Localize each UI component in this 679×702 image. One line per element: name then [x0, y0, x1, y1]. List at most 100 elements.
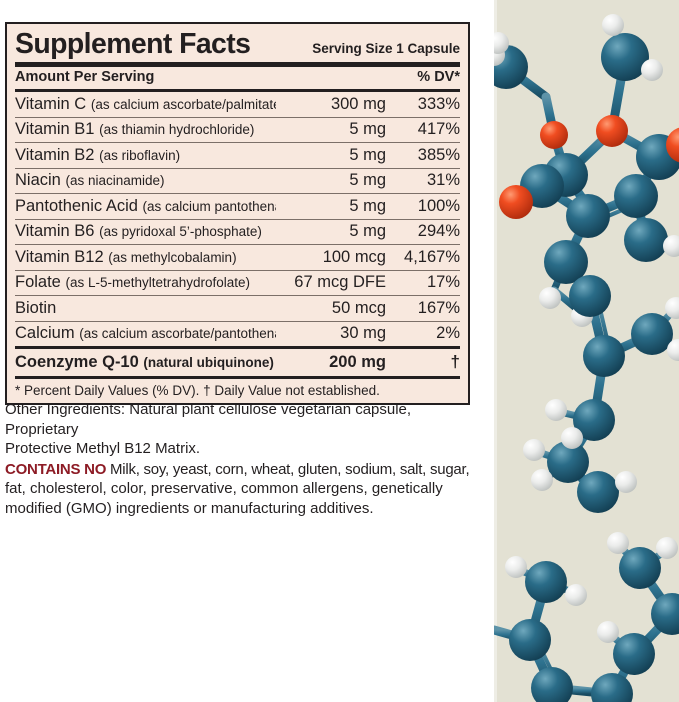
table-row: Biotin 50 mcg 167%	[15, 296, 460, 321]
nutrient-amount: 100 mcg	[322, 247, 386, 266]
divider-thin	[15, 218, 460, 220]
table-row: Folate (as L-5-methyltetrahydrofolate) 67…	[15, 271, 460, 296]
contains-no-line-3: modified (GMO) ingredients or manufactur…	[5, 499, 374, 517]
nutrient-label: Vitamin B1	[15, 120, 95, 138]
table-row: Vitamin B12 (as methylcobalamin) 100 mcg 4…	[15, 245, 460, 270]
contains-no-line-1: CONTAINS NO Milk, soy, yeast, corn, whea…	[5, 460, 485, 480]
divider-thin	[15, 116, 460, 118]
nutrient-source: (as calcium ascorbate/palmitate)	[90, 96, 276, 112]
nutrient-amount: 5 mg	[349, 196, 386, 215]
nutrient-dv: 417%	[417, 120, 460, 138]
percent-dv-header: % DV*	[417, 69, 460, 85]
nutrient-label: Pantothenic Acid	[15, 196, 138, 215]
divider-thin	[15, 167, 460, 169]
other-ingredients-section: Other Ingredients: Natural plant cellulo…	[5, 400, 485, 518]
nutrient-source: (natural ubiquinone)	[143, 355, 274, 370]
supplement-facts-panel: Supplement Facts Serving Size 1 Capsule …	[5, 22, 470, 405]
coenzyme-q10-molecule-icon	[494, 14, 679, 702]
nutrient-label: Vitamin B2	[15, 145, 95, 164]
divider-thin	[15, 269, 460, 271]
table-row: Niacin (as niacinamide) 5 mg 31%	[15, 169, 460, 194]
nutrient-name: Folate (as L-5-methyltetrahydrofolate)	[15, 273, 276, 292]
nutrient-amount: 5 mg	[349, 171, 386, 189]
nutrient-dv: †	[450, 352, 460, 371]
table-row: Vitamin B2 (as riboflavin) 5 mg 385%	[15, 143, 460, 168]
nutrient-source: (as calcium pantothenate)	[142, 198, 276, 214]
amount-per-serving-header: Amount Per Serving	[15, 69, 155, 85]
nutrient-source: (as thiamin hydrochloride)	[99, 122, 255, 137]
table-row: Vitamin C (as calcium ascorbate/palmitat…	[15, 92, 460, 117]
nutrient-label: Niacin	[15, 171, 61, 189]
divider-med-above-coq10	[15, 346, 460, 349]
nutrient-dv: 294%	[417, 222, 460, 240]
page-title: Supplement Facts	[15, 28, 251, 60]
nutrient-label: Biotin	[15, 298, 57, 317]
nutrient-amount: 5 mg	[349, 120, 386, 138]
divider-thin	[15, 295, 460, 296]
nutrient-name: Coenzyme Q-10 (natural ubiquinone)	[15, 353, 276, 372]
column-headers-row: Amount Per Serving % DV*	[15, 67, 460, 89]
nutrient-name: Vitamin C (as calcium ascorbate/palmitat…	[15, 95, 276, 114]
divider-thin	[15, 193, 460, 194]
table-row: Pantothenic Acid (as calcium pantothenat…	[15, 194, 460, 219]
divider-thin	[15, 142, 460, 143]
molecule-illustration-panel	[494, 0, 679, 702]
nutrient-source: (as methylcobalamin)	[108, 249, 237, 265]
contains-no-label: CONTAINS NO	[5, 460, 107, 478]
nutrient-amount: 200 mg	[329, 353, 386, 371]
nutrient-name: Calcium (as calcium ascorbate/pantothena…	[15, 324, 276, 343]
nutrient-dv: 167%	[417, 298, 460, 317]
nutrient-amount: 300 mg	[330, 94, 386, 113]
nutrient-source: (as pyridoxal 5’-phosphate)	[99, 224, 262, 239]
nutrient-name: Vitamin B12 (as methylcobalamin)	[15, 248, 276, 267]
nutrient-source: (as niacinamide)	[65, 173, 165, 188]
nutrient-dv: 385%	[417, 145, 460, 164]
serving-size-text: Serving Size 1 Capsule	[312, 41, 460, 56]
nutrient-name: Biotin	[15, 299, 276, 318]
nutrient-name: Pantothenic Acid (as calcium pantothenat…	[15, 197, 276, 216]
nutrient-name: Vitamin B2 (as riboflavin)	[15, 146, 276, 165]
nutrient-amount: 67 mcg DFE	[294, 273, 386, 291]
divider-thick-top	[15, 62, 460, 67]
nutrient-dv: 4,167%	[404, 247, 460, 266]
divider-thin	[15, 244, 460, 245]
nutrient-rows-container: Vitamin C (as calcium ascorbate/palmitat…	[15, 92, 460, 346]
other-ingredients-line-1: Other Ingredients: Natural plant cellulo…	[5, 401, 412, 438]
nutrient-name: Vitamin B6 (as pyridoxal 5’-phosphate)	[15, 222, 276, 241]
supplement-facts-header: Supplement Facts Serving Size 1 Capsule	[15, 24, 460, 62]
contains-no-line-2: fat, cholesterol, color, preservative, c…	[5, 480, 443, 497]
divider-med-headers	[15, 89, 460, 92]
nutrient-amount: 30 mg	[340, 324, 386, 342]
nutrient-amount: 5 mg	[349, 222, 386, 240]
label-content-column: Supplement Facts Serving Size 1 Capsule …	[5, 22, 485, 518]
nutrient-name: Niacin (as niacinamide)	[15, 171, 276, 190]
contains-no-block: CONTAINS NO Milk, soy, yeast, corn, whea…	[5, 460, 485, 519]
table-row: Calcium (as calcium ascorbate/pantothena…	[15, 322, 460, 347]
footnote-text: * Percent Daily Values (% DV). † Daily V…	[15, 383, 380, 398]
table-row: Vitamin B1 (as thiamin hydrochloride) 5 m…	[15, 118, 460, 143]
nutrient-label: Calcium	[15, 324, 75, 342]
nutrient-source: (as L-5-methyltetrahydrofolate)	[65, 275, 251, 290]
nutrient-label: Folate	[15, 273, 61, 291]
table-row: Vitamin B6 (as pyridoxal 5’-phosphate) 5 …	[15, 220, 460, 245]
nutrient-label: Coenzyme Q-10	[15, 353, 139, 371]
other-ingredients-line-2: Protective Methyl B12 Matrix.	[5, 440, 201, 457]
table-row-coenzyme-q10: Coenzyme Q-10 (natural ubiquinone) 200 m…	[15, 349, 460, 376]
contains-no-items-1: Milk, soy, yeast, corn, wheat, gluten, s…	[106, 460, 470, 478]
nutrient-dv: 2%	[436, 324, 460, 342]
nutrient-dv: 17%	[426, 273, 460, 291]
nutrient-label: Vitamin B12	[15, 247, 104, 266]
nutrient-name: Vitamin B1 (as thiamin hydrochloride)	[15, 120, 276, 139]
nutrient-dv: 333%	[417, 94, 460, 113]
divider-thin	[15, 320, 460, 322]
panel-left-edge-highlight	[494, 0, 497, 702]
nutrient-label: Vitamin C	[15, 94, 87, 113]
nutrient-amount: 5 mg	[349, 145, 386, 164]
nutrient-source: (as riboflavin)	[99, 147, 181, 163]
divider-med-below-coq10	[15, 376, 460, 379]
nutrient-amount: 50 mcg	[331, 298, 386, 317]
nutrient-dv: 100%	[417, 196, 460, 215]
nutrient-source: (as calcium ascorbate/pantothenate)	[79, 326, 276, 341]
nutrient-label: Vitamin B6	[15, 222, 95, 240]
nutrient-dv: 31%	[426, 171, 460, 189]
